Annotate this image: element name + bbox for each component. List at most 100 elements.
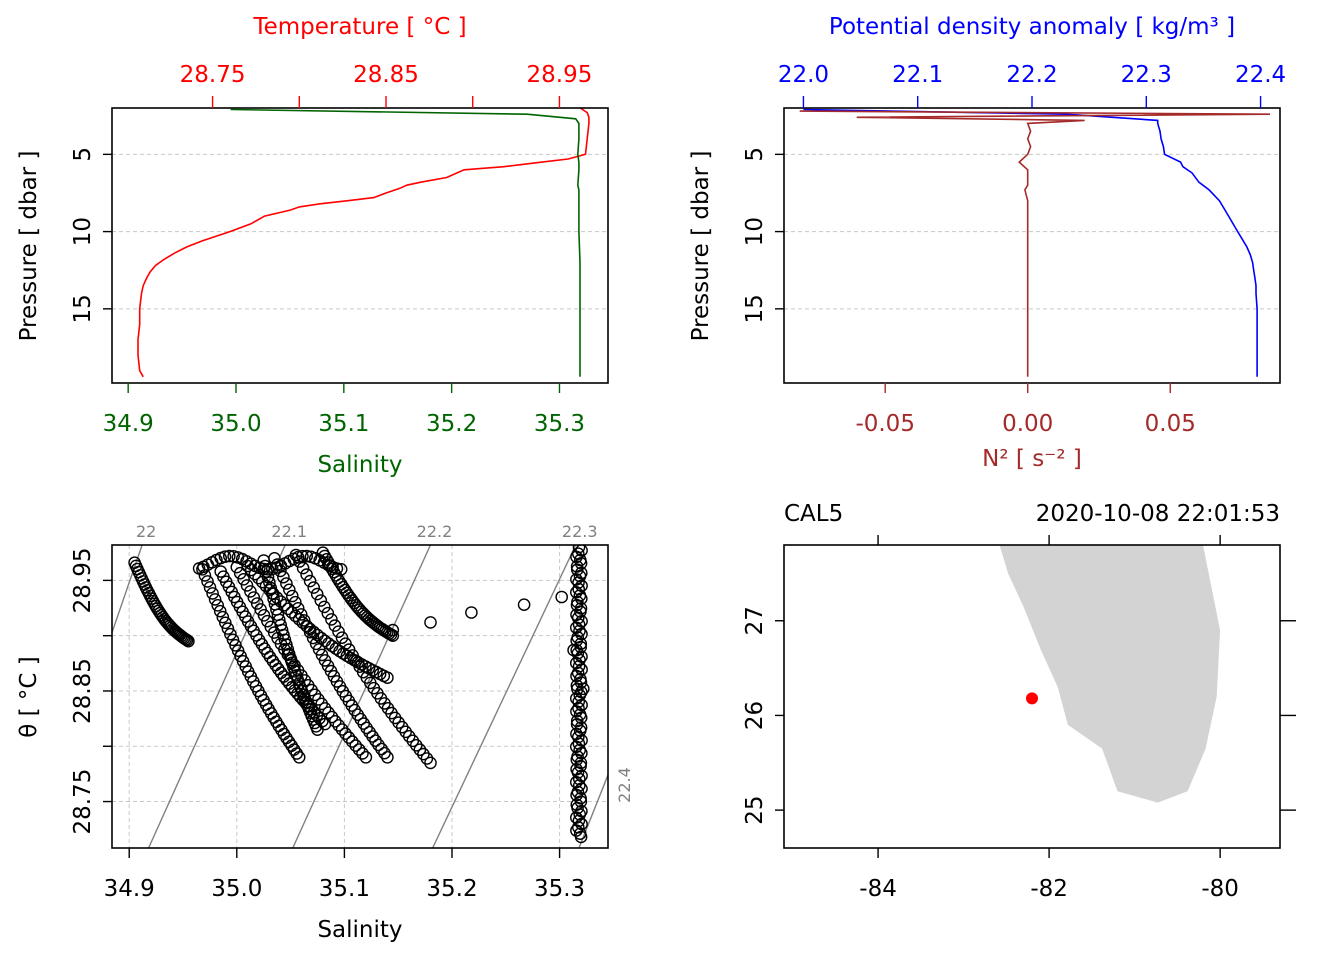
- ts-point: [221, 622, 235, 635]
- ts-point: [372, 738, 385, 752]
- ts-point: [275, 723, 288, 737]
- longitude-tick-label: -84: [859, 876, 897, 902]
- x-tick-label: 35.3: [534, 876, 585, 902]
- y-tick-label: 15: [742, 294, 768, 323]
- land-florida: [999, 545, 1221, 803]
- ts-point: [224, 627, 237, 641]
- n2-series-line: [799, 110, 1271, 377]
- ts-point: [573, 689, 587, 702]
- ts-point: [218, 616, 232, 630]
- ts-point: [272, 719, 286, 733]
- density-axis-title: Potential density anomaly [ kg/m³ ]: [829, 14, 1235, 40]
- ts-point: [285, 739, 298, 753]
- ts-point: [297, 614, 311, 627]
- ts-point: [352, 743, 366, 756]
- x-tick-label: 34.9: [104, 876, 155, 902]
- ts-point: [180, 633, 194, 647]
- ts-point: [574, 605, 587, 618]
- ts-point: [573, 724, 587, 738]
- ts-point: [334, 563, 348, 576]
- isopycnal-line: [431, 545, 577, 848]
- isopycnal-label: 22.2: [417, 522, 453, 541]
- ts-point: [240, 579, 254, 592]
- ts-point: [571, 801, 584, 815]
- panel-ts-diagram: 22 22.1 22.2 22.3 22.4 28.75 28.85 28.95 34.9 35.…: [16, 522, 634, 943]
- ts-point: [300, 620, 314, 633]
- ts-point: [339, 727, 352, 740]
- latitude-tick-label: 27: [742, 606, 768, 635]
- ts-point: [570, 634, 584, 647]
- plot-frame: [111, 107, 609, 384]
- top-tick-label: 22.4: [1235, 62, 1286, 88]
- ts-point: [572, 737, 586, 750]
- isopycnal-line: [147, 545, 286, 848]
- ts-point: [574, 711, 588, 725]
- longitude-tick-label: -80: [1201, 876, 1239, 902]
- latitude-tick-label: 25: [742, 795, 768, 824]
- ts-point: [303, 574, 317, 588]
- plot-frame: [783, 544, 1281, 849]
- ts-point: [287, 743, 301, 756]
- ts-point: [226, 633, 240, 647]
- pressure-axis-title: Pressure [ dbar ]: [688, 151, 714, 342]
- bottom-tick-label: 35.3: [534, 411, 585, 437]
- top-tick-label: 28.95: [527, 62, 593, 88]
- ts-point: [306, 631, 320, 645]
- bottom-tick-label: 0.00: [1002, 411, 1053, 437]
- ts-point: [179, 633, 192, 646]
- bottom-tick-label: 35.0: [210, 411, 261, 437]
- ts-point: [573, 808, 587, 821]
- ts-point: [409, 739, 423, 752]
- plot-frame: [111, 544, 609, 849]
- ts-point: [570, 718, 584, 731]
- ts-point: [574, 795, 588, 808]
- pressure-axis-title: Pressure [ dbar ]: [16, 151, 42, 342]
- ts-point: [311, 723, 324, 737]
- ts-point: [257, 562, 271, 576]
- ts-point: [359, 751, 373, 764]
- ts-point: [247, 591, 261, 604]
- ts-point: [572, 695, 586, 709]
- ts-point: [572, 545, 586, 554]
- bottom-tick-label: -0.05: [855, 411, 915, 437]
- ts-point: [572, 730, 585, 744]
- ts-point: [277, 727, 291, 741]
- station-datetime: 2020-10-08 22:01:53: [1036, 501, 1280, 527]
- ts-point: [321, 606, 335, 620]
- ts-point: [570, 550, 583, 564]
- panel-station-map: -84 -82 -80 25 26 27 CAL5 2020-10-08 22:01:53: [742, 501, 1296, 902]
- latitude-tick-label: 26: [742, 701, 768, 730]
- ts-point: [555, 590, 569, 604]
- ts-point: [332, 719, 346, 732]
- ts-point: [203, 581, 217, 594]
- isopycnal-label: 22.3: [562, 522, 598, 541]
- ts-point: [572, 660, 586, 673]
- top-tick-label: 22.2: [1006, 62, 1057, 88]
- ts-point: [570, 753, 584, 767]
- x-tick-label: 35.1: [319, 876, 370, 902]
- ts-point: [571, 766, 585, 779]
- ts-point: [345, 735, 359, 748]
- density-series-line: [803, 108, 1258, 377]
- ts-point: [303, 625, 317, 639]
- ts-point: [386, 623, 400, 637]
- top-tick-label: 28.75: [180, 62, 246, 88]
- ts-point: [571, 647, 585, 660]
- ts-point: [282, 735, 296, 749]
- ts-point: [572, 814, 586, 828]
- ts-point: [213, 604, 227, 618]
- isopycnal-line: [578, 773, 608, 848]
- temperature-series-line: [137, 107, 590, 378]
- ts-point: [570, 788, 583, 802]
- ts-point: [417, 747, 430, 761]
- y-tick-label: 28.75: [70, 769, 96, 835]
- ts-point: [318, 702, 332, 715]
- x-tick-label: 35.0: [211, 876, 262, 902]
- ts-point: [386, 629, 400, 643]
- ts-point: [218, 550, 232, 564]
- ts-point: [574, 830, 588, 844]
- ts-point: [574, 557, 588, 570]
- y-tick-label: 28.95: [70, 547, 96, 613]
